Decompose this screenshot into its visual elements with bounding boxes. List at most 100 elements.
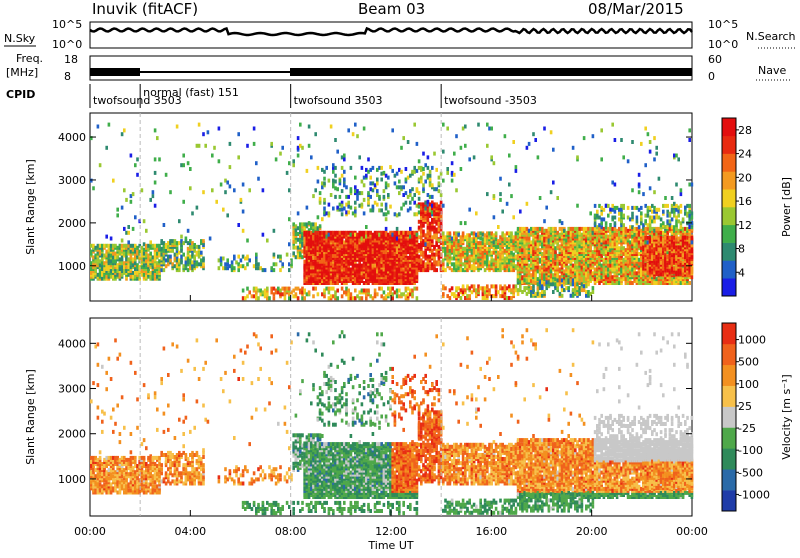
- data-cell: [374, 289, 377, 293]
- data-cell: [422, 152, 425, 156]
- data-cell: [418, 191, 421, 195]
- data-cell: [332, 287, 335, 291]
- data-cell: [123, 128, 126, 132]
- data-cell: [416, 142, 419, 146]
- data-cell: [202, 262, 205, 266]
- data-cell: [341, 189, 344, 193]
- data-cell: [99, 163, 102, 167]
- data-cell: [416, 296, 419, 300]
- data-cell: [567, 286, 570, 290]
- data-cell: [350, 166, 353, 170]
- data-cell: [323, 181, 326, 185]
- data-cell: [202, 239, 205, 243]
- data-cell: [325, 166, 328, 170]
- data-cell: [292, 251, 295, 255]
- data-cell: [460, 167, 463, 171]
- data-cell: [464, 125, 467, 129]
- data-cell: [343, 154, 346, 158]
- data-cell: [218, 266, 221, 270]
- data-cell: [116, 208, 119, 212]
- data-cell: [607, 204, 610, 208]
- data-cell: [622, 214, 625, 218]
- data-cell: [468, 157, 471, 161]
- data-cell: [446, 127, 449, 131]
- data-cell: [508, 183, 511, 187]
- data-cell: [620, 219, 623, 223]
- data-cell: [405, 167, 408, 171]
- data-cell: [508, 154, 511, 158]
- data-cell: [363, 211, 366, 215]
- data-cell: [422, 167, 425, 171]
- data-cell: [378, 195, 381, 199]
- data-cell: [372, 205, 375, 209]
- data-cell: [314, 188, 317, 192]
- data-cell: [246, 294, 249, 298]
- data-cell: [171, 249, 174, 253]
- data-cell: [273, 268, 276, 272]
- data-cell: [343, 157, 346, 161]
- data-cell: [600, 157, 603, 161]
- data-cell: [422, 187, 425, 191]
- data-cell: [490, 127, 493, 131]
- data-cell: [446, 171, 449, 175]
- data-cell: [600, 212, 603, 216]
- freq-band-3: [290, 68, 692, 76]
- data-cell: [495, 231, 498, 235]
- freq-tick-bottom: 8: [64, 70, 71, 83]
- data-cell: [323, 294, 326, 298]
- data-cell: [281, 262, 284, 266]
- data-cell: [240, 258, 243, 262]
- data-cell: [387, 193, 390, 197]
- data-cell: [464, 144, 467, 148]
- data-cell: [363, 198, 366, 202]
- data-cell: [169, 190, 172, 194]
- data-cell: [499, 177, 502, 181]
- data-cell: [532, 132, 535, 136]
- data-cell: [449, 231, 452, 235]
- data-cell: [534, 273, 537, 277]
- data-cell: [493, 215, 496, 219]
- data-cell: [365, 225, 368, 229]
- data-cell: [295, 292, 298, 296]
- data-cell: [600, 128, 603, 132]
- data-cell: [321, 217, 324, 221]
- data-cell: [473, 284, 476, 288]
- data-cell: [319, 191, 322, 195]
- data-cell: [592, 286, 595, 290]
- data-cell: [191, 211, 194, 215]
- data-cell: [154, 128, 157, 132]
- data-cell: [354, 289, 357, 293]
- data-cell: [427, 166, 430, 170]
- data-cell: [218, 159, 221, 163]
- data-cell: [592, 134, 595, 138]
- data-cell: [433, 152, 436, 156]
- cpid-segment-label: twofsound -3503: [444, 94, 537, 107]
- data-cell: [237, 268, 240, 272]
- data-cell: [237, 155, 240, 159]
- data-cell: [204, 144, 207, 148]
- data-cell: [468, 208, 471, 212]
- data-cell: [158, 157, 161, 161]
- data-cell: [182, 253, 185, 257]
- data-cell: [123, 188, 126, 192]
- data-cell: [429, 170, 432, 174]
- data-cell: [552, 181, 555, 185]
- data-cell: [229, 184, 232, 188]
- data-cell: [273, 229, 276, 233]
- data-cell: [354, 185, 357, 189]
- data-cell: [350, 187, 353, 191]
- data-cell: [323, 177, 326, 181]
- data-cell: [554, 227, 557, 231]
- data-cell: [603, 208, 606, 212]
- data-cell: [110, 237, 113, 241]
- data-cell: [270, 142, 273, 146]
- data-cell: [136, 157, 139, 161]
- data-cell: [455, 134, 458, 138]
- data-cell: [367, 289, 370, 293]
- freq-tick-top: 18: [64, 53, 78, 66]
- data-cell: [152, 190, 155, 194]
- data-cell: [334, 195, 337, 199]
- data-cell: [286, 253, 289, 257]
- data-cell: [198, 144, 201, 148]
- data-cell: [361, 180, 364, 184]
